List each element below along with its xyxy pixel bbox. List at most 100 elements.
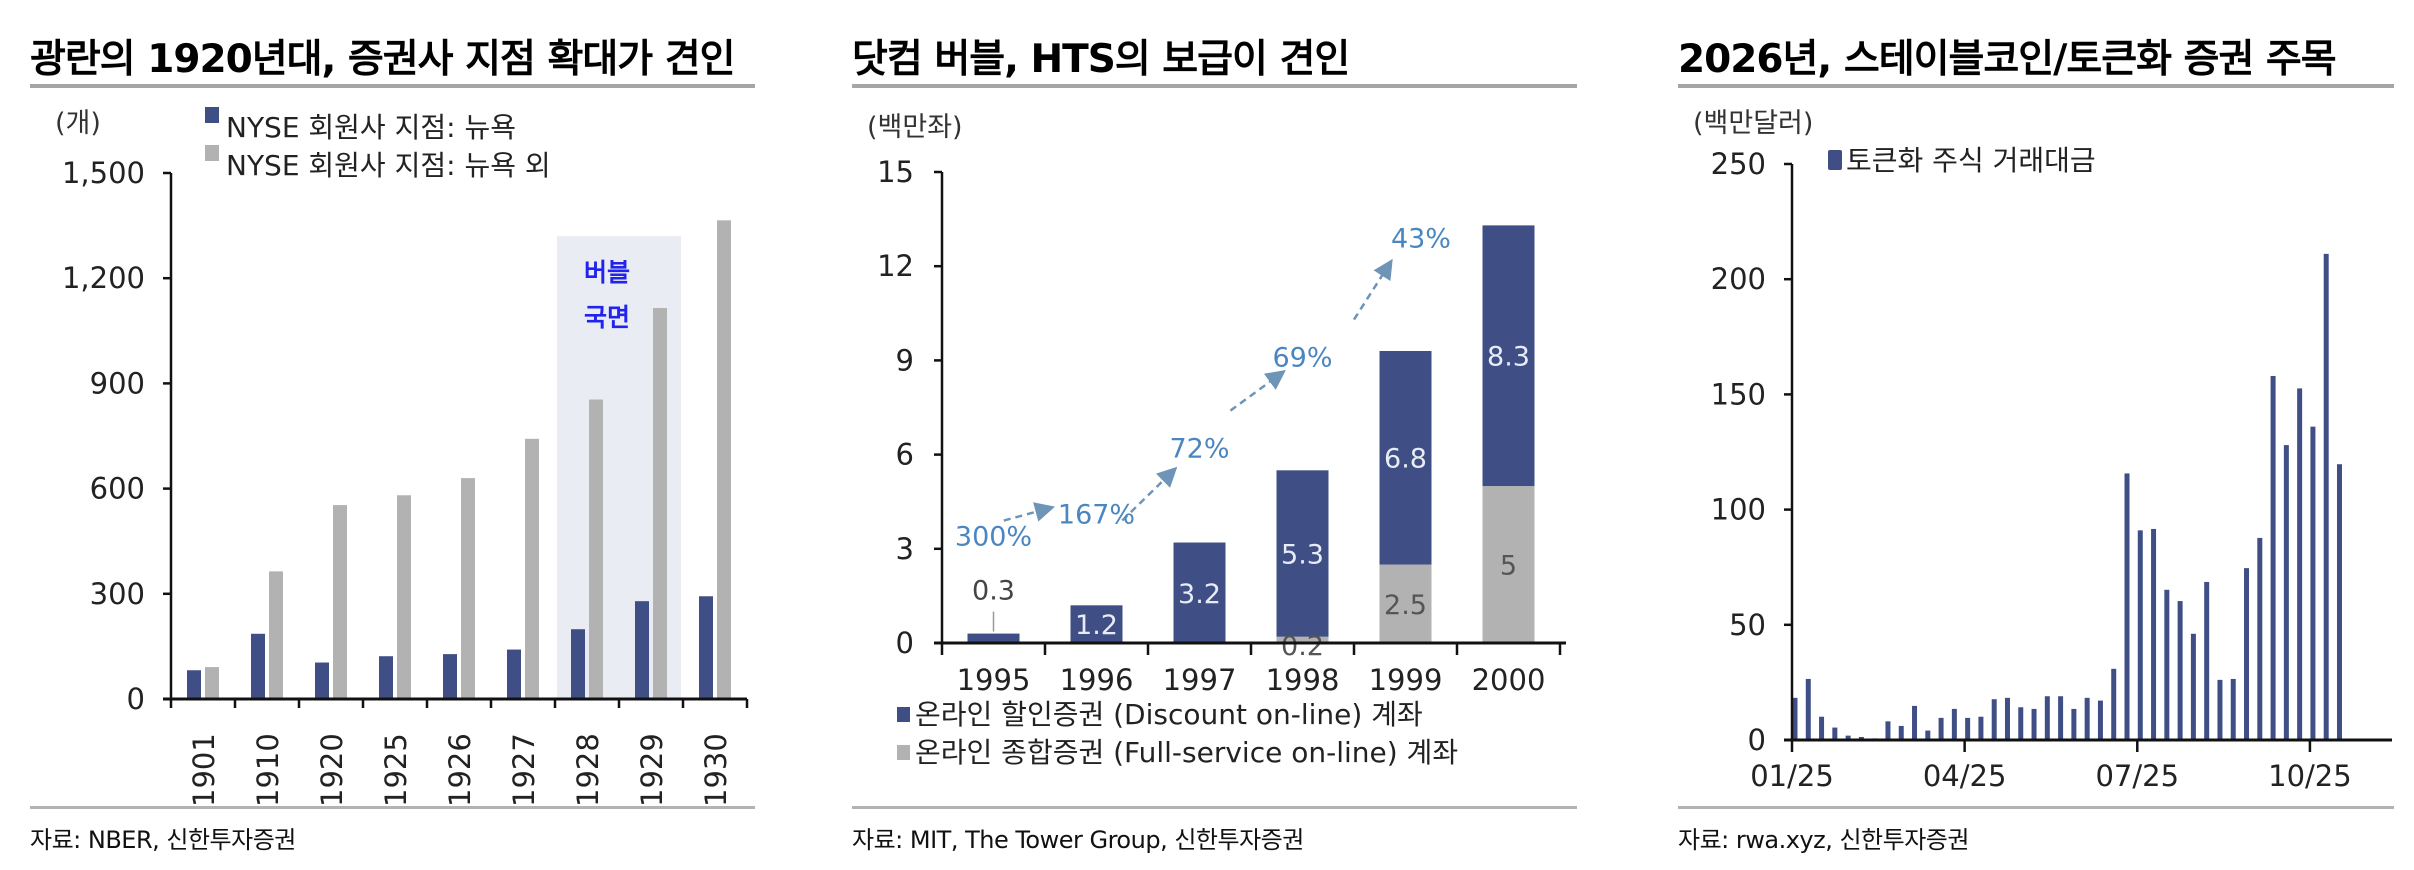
bar-segment bbox=[1276, 470, 1329, 637]
source-note: 자료: rwa.xyz, 신한투자증권 bbox=[1678, 826, 1969, 854]
y-tick-label: 1,200 bbox=[62, 261, 145, 295]
bar bbox=[525, 438, 539, 699]
bar bbox=[507, 649, 521, 699]
data-label: 1.2 bbox=[1075, 610, 1118, 641]
bar bbox=[2190, 633, 2196, 740]
bar bbox=[379, 656, 393, 699]
bar bbox=[653, 308, 667, 699]
bar bbox=[2270, 375, 2276, 740]
source-divider bbox=[852, 806, 1577, 809]
bar bbox=[1978, 716, 1984, 740]
data-label: 8.3 bbox=[1487, 342, 1530, 373]
bar bbox=[1898, 725, 1904, 740]
bar bbox=[2283, 445, 2289, 740]
bar bbox=[2004, 697, 2010, 740]
y-tick-label: 0 bbox=[1748, 723, 1766, 757]
bar bbox=[635, 601, 649, 699]
bar bbox=[1845, 735, 1851, 740]
bar-segment bbox=[967, 633, 1020, 643]
x-tick-label: 1996 bbox=[1060, 663, 1134, 697]
x-tick-label: 1925 bbox=[379, 733, 413, 807]
y-tick-label: 50 bbox=[1729, 608, 1766, 642]
bar bbox=[2044, 696, 2050, 740]
bar bbox=[1991, 699, 1997, 740]
growth-rate-label: 300% bbox=[955, 522, 1032, 553]
x-tick-label: 1920 bbox=[315, 733, 349, 807]
x-tick-label: 1930 bbox=[699, 733, 733, 807]
legend-label: 토큰화 주식 거래대금 bbox=[1846, 144, 2096, 177]
y-tick-label: 100 bbox=[1711, 493, 1766, 527]
bar bbox=[251, 633, 265, 699]
bar bbox=[1832, 727, 1838, 740]
data-label: 5.3 bbox=[1281, 540, 1324, 571]
source-divider bbox=[1678, 806, 2394, 809]
bar bbox=[571, 629, 585, 699]
x-tick-label: 1901 bbox=[187, 733, 221, 807]
x-tick-label: 1998 bbox=[1266, 663, 1340, 697]
chart-title: 광란의 1920년대, 증권사 지점 확대가 견인 bbox=[30, 37, 735, 82]
bar bbox=[315, 662, 329, 699]
legend-label: 온라인 종합증권 (Full-service on-line) 계좌 bbox=[915, 736, 1458, 769]
bar bbox=[699, 596, 713, 699]
bar-segment bbox=[1276, 636, 1329, 643]
y-tick-label: 15 bbox=[877, 155, 914, 189]
y-tick-label: 900 bbox=[90, 366, 145, 400]
y-unit-label: (백만달러) bbox=[1693, 108, 1813, 139]
chart-tokenized: (백만달러) 토큰화 주식 거래대금 0 50 100 150 200 250 01/25 04/… bbox=[1693, 108, 2392, 793]
bar bbox=[2244, 568, 2250, 740]
title-divider bbox=[30, 84, 755, 88]
growth-arrow bbox=[1352, 258, 1393, 321]
legend-swatch bbox=[897, 745, 910, 760]
bar-segment bbox=[1379, 564, 1432, 643]
bubble-period-label: 버블 bbox=[584, 258, 630, 287]
x-tick-label: 1999 bbox=[1369, 663, 1443, 697]
y-tick-label: 200 bbox=[1711, 262, 1766, 296]
bar bbox=[1912, 705, 1918, 740]
y-unit-label: (개) bbox=[55, 108, 101, 139]
x-tick-label: 1995 bbox=[957, 663, 1031, 697]
bar bbox=[2097, 700, 2103, 740]
bar bbox=[2217, 679, 2223, 740]
data-label: 0.3 bbox=[972, 576, 1015, 607]
bar bbox=[1792, 697, 1798, 740]
bar bbox=[269, 571, 283, 699]
growth-rate-label: 69% bbox=[1272, 343, 1332, 374]
x-tick-label: 10/25 bbox=[2268, 759, 2352, 793]
y-tick-label: 1,500 bbox=[62, 156, 145, 190]
y-tick-label: 300 bbox=[90, 577, 145, 611]
bar-segment bbox=[1379, 350, 1432, 565]
x-tick-label: 1910 bbox=[251, 733, 285, 807]
growth-rate-label: 72% bbox=[1169, 434, 1229, 465]
bar-segment bbox=[1482, 486, 1535, 643]
bar bbox=[1885, 721, 1891, 740]
bar bbox=[2257, 537, 2263, 740]
bar bbox=[2137, 530, 2143, 740]
bar bbox=[461, 478, 475, 699]
source-note: 자료: NBER, 신한투자증권 bbox=[30, 826, 296, 854]
legend-label: NYSE 회원사 지점: 뉴욕 bbox=[226, 111, 516, 144]
y-tick-label: 3 bbox=[896, 532, 914, 566]
y-tick-label: 9 bbox=[896, 343, 914, 377]
bar bbox=[2323, 253, 2329, 740]
bar bbox=[2151, 528, 2157, 740]
x-tick-label: 07/25 bbox=[2095, 759, 2179, 793]
panel-tokenized: 2026년, 스테이블코인/토큰화 증권 주목 (백만달러) 토큰화 주식 거래대… bbox=[1678, 0, 2414, 870]
y-tick-label: 12 bbox=[877, 249, 914, 283]
panel-branches: 광란의 1920년대, 증권사 지점 확대가 견인 버블 국면 (개) NYSE 회원… bbox=[30, 0, 755, 870]
bar bbox=[2018, 707, 2024, 740]
bar bbox=[1965, 717, 1971, 740]
legend-swatch bbox=[205, 107, 219, 123]
bar bbox=[2204, 581, 2210, 740]
x-tick-label: 1997 bbox=[1163, 663, 1237, 697]
title-divider bbox=[1678, 84, 2394, 88]
bar bbox=[1951, 708, 1957, 740]
bar bbox=[2177, 601, 2183, 740]
bar bbox=[2031, 708, 2037, 740]
panel-hts: 닷컴 버블, HTS의 보급이 견인 (백만좌) 1995 1996 1997 1998… bbox=[852, 0, 1577, 870]
bar bbox=[2084, 697, 2090, 740]
y-tick-label: 0 bbox=[896, 626, 914, 660]
bar bbox=[717, 220, 731, 699]
y-tick-label: 6 bbox=[896, 438, 914, 472]
chart-title: 2026년, 스테이블코인/토큰화 증권 주목 bbox=[1678, 37, 2337, 82]
